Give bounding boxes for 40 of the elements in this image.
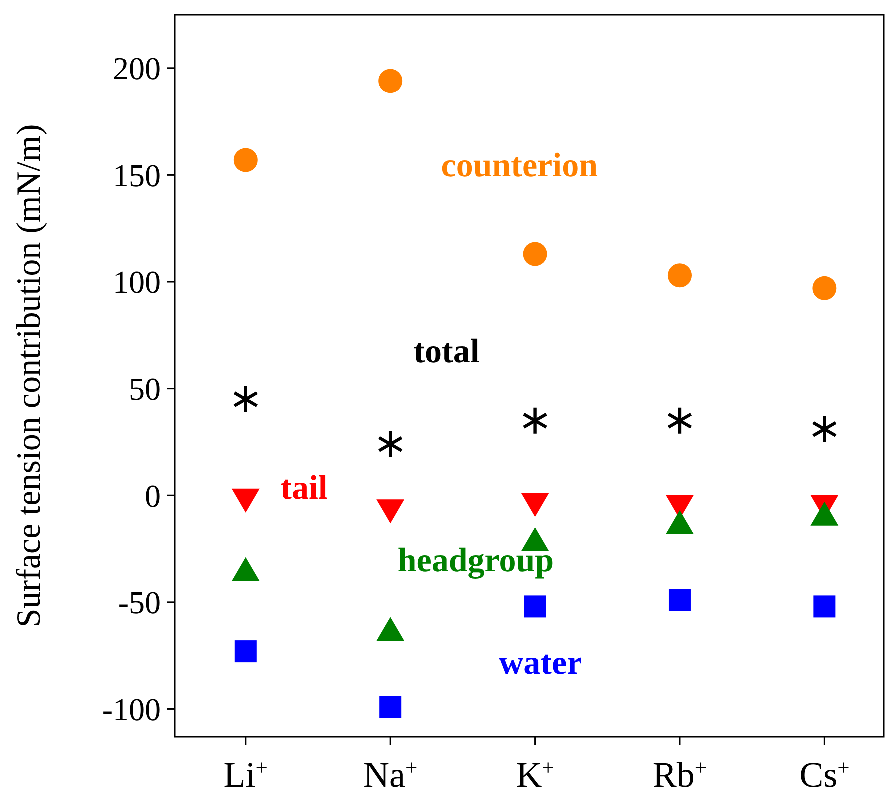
series-label: water: [499, 645, 582, 682]
point: [232, 488, 260, 513]
point: [668, 589, 691, 612]
series-label: headgroup: [398, 542, 554, 580]
point: [378, 69, 403, 94]
point: [376, 500, 405, 524]
y-tick-label: 0: [145, 478, 161, 514]
point: [668, 408, 692, 434]
y-tick-label: 50: [129, 371, 161, 408]
y-tick-label: -50: [118, 584, 161, 621]
x-tick-label: Li$^{+}$: [224, 755, 268, 795]
y-axis-title: Surface tension contribution (mN/m): [11, 124, 48, 628]
point: [812, 416, 837, 442]
point: [376, 617, 405, 642]
point: [668, 264, 692, 288]
point: [814, 596, 836, 618]
point: [234, 148, 258, 172]
point: [810, 502, 839, 526]
x-tick-label: K$^{+}$: [516, 755, 554, 795]
point: [521, 493, 550, 518]
series-label: total: [414, 333, 480, 370]
y-tick-label: 150: [113, 157, 161, 194]
x-tick-label: Rb$^{+}$: [652, 755, 708, 795]
y-tick-label: -100: [102, 691, 161, 728]
x-tick-label: Cs$^{+}$: [800, 755, 850, 795]
point: [378, 431, 403, 458]
point: [234, 640, 257, 663]
point: [232, 557, 260, 582]
y-tick-label: 200: [113, 50, 161, 87]
x-tick-label: Na$^{+}$: [364, 755, 418, 795]
y-tick-label: 100: [113, 264, 161, 300]
point: [380, 696, 402, 718]
point: [523, 408, 548, 434]
series-label: tail: [280, 470, 328, 507]
point: [524, 596, 546, 618]
point: [523, 242, 548, 266]
text: counterion: [441, 147, 598, 184]
point: [812, 276, 837, 300]
point: [666, 510, 694, 534]
point: [234, 386, 258, 412]
